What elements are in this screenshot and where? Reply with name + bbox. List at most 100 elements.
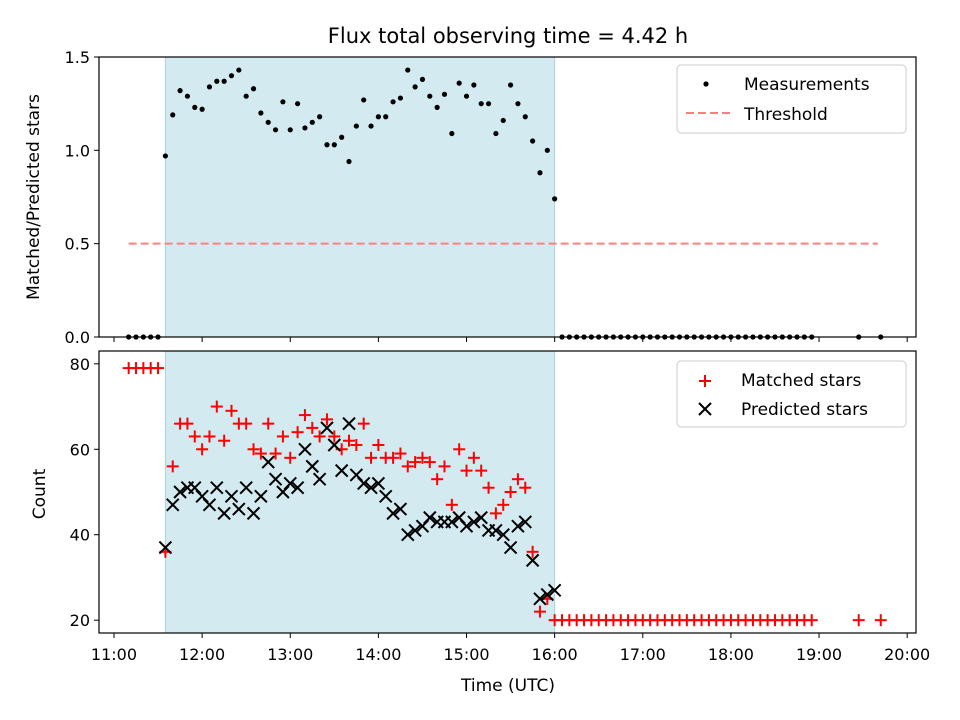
measurement-point [346,158,352,165]
x-tick-label: 12:00 [179,645,225,664]
top-axes-frame [98,56,917,338]
matched-star-point [343,434,356,447]
predicted-star-point [496,528,510,542]
x-tick-label: 20:00 [884,645,930,664]
x-tick-label: 14:00 [355,645,401,664]
predicted-star-point [217,506,231,521]
measurement-point [162,153,168,159]
predicted-star-point [261,455,275,469]
predicted-star-point [320,421,334,435]
predicted-star-point [254,489,268,503]
matched-star-point [196,443,209,456]
matched-star-point [240,417,253,430]
measurement-point [214,78,220,84]
x-tick-label: 16:00 [532,645,578,664]
predicted-star-point [547,583,562,597]
top-y-axis-label: Matched/Predicted stars [24,94,44,300]
measurement-point [309,119,315,125]
predicted-star-point [268,472,283,486]
x-tick-label: 13:00 [267,645,313,664]
legend-threshold-label: Threshold [743,105,828,125]
measurement-point [434,104,440,110]
matched-star-point [805,614,818,627]
measurement-point [530,138,536,144]
legend-matched-marker [699,375,711,387]
measurement-point [294,101,301,107]
predicted-star-point [474,510,488,525]
predicted-star-point [356,476,371,491]
matched-star-point [387,451,400,464]
measurement-point [412,84,418,90]
predicted-star-point [489,523,503,538]
measurement-point [353,123,359,129]
matched-star-point [431,473,444,486]
bottom-y-axis-label: Count [30,468,50,519]
matched-star-point [284,451,297,464]
predicted-star-point [511,519,525,533]
predicted-star-point [246,506,261,521]
predicted-star-point [210,481,224,495]
legend-predicted-label: Predicted stars [741,400,868,420]
bottom-y-tick-label: 20 [70,611,90,630]
measurement-point [317,114,323,120]
predicted-star-point [305,459,319,474]
matched-star-point [247,443,260,456]
predicted-star-point [327,438,342,452]
matched-star-point [357,417,370,430]
matched-star-point [262,417,275,430]
predicted-star-point [467,515,481,529]
matched-star-point [416,451,429,464]
measurement-point [507,82,514,88]
measurement-point [177,88,183,94]
measurement-point [500,117,506,124]
predicted-star-point [503,540,518,555]
measurement-point [287,127,293,133]
measurement-point [184,93,191,99]
measurement-point [441,91,448,97]
matched-star-point [511,473,524,486]
bottom-shaded-interval [164,350,556,634]
matched-star-point [394,447,407,460]
matched-star-point [519,481,532,494]
matched-star-point [350,439,363,451]
legend-measurements-marker [703,81,709,87]
legend-predicted-marker [698,402,712,416]
measurement-point [478,101,484,107]
measurement-point [221,78,227,84]
top-y-tick-label: 0.0 [65,328,90,347]
matched-star-point [218,434,231,447]
predicted-star-point [202,498,217,512]
matched-star-point [210,400,223,413]
matched-star-point [526,545,539,558]
measurement-point [250,86,257,92]
matched-star-point [497,498,510,511]
matched-star-point [874,614,887,627]
matched-star-point [372,439,385,451]
matched-star-point [291,426,304,439]
matched-star-point [306,421,319,434]
top-shaded-interval [164,56,556,338]
measurement-point [419,76,426,82]
measurement-point [544,147,550,153]
matched-star-point [365,451,378,464]
top-panel: 0.0 0.5 1.0 1.5 [65,48,917,347]
x-tick-label: 18:00 [708,645,754,664]
x-axis-label: Time (UTC) [460,676,555,696]
matched-star-point [504,486,517,498]
measurement-point [471,82,477,88]
predicted-star-point [423,510,437,525]
predicted-star-point [158,540,173,555]
predicted-star-point [364,481,378,495]
measurement-point [339,134,345,140]
matched-star-point [438,460,451,473]
legend-measurements-label: Measurements [744,75,870,95]
measurement-point [361,97,367,103]
measurement-point [456,80,462,86]
matched-star-point [254,447,267,460]
predicted-star-point [533,592,547,606]
predicted-star-point [371,476,386,491]
matched-star-point [533,605,546,618]
matched-star-point [320,413,333,426]
predicted-star-point [386,506,400,521]
matched-star-point [489,507,502,520]
